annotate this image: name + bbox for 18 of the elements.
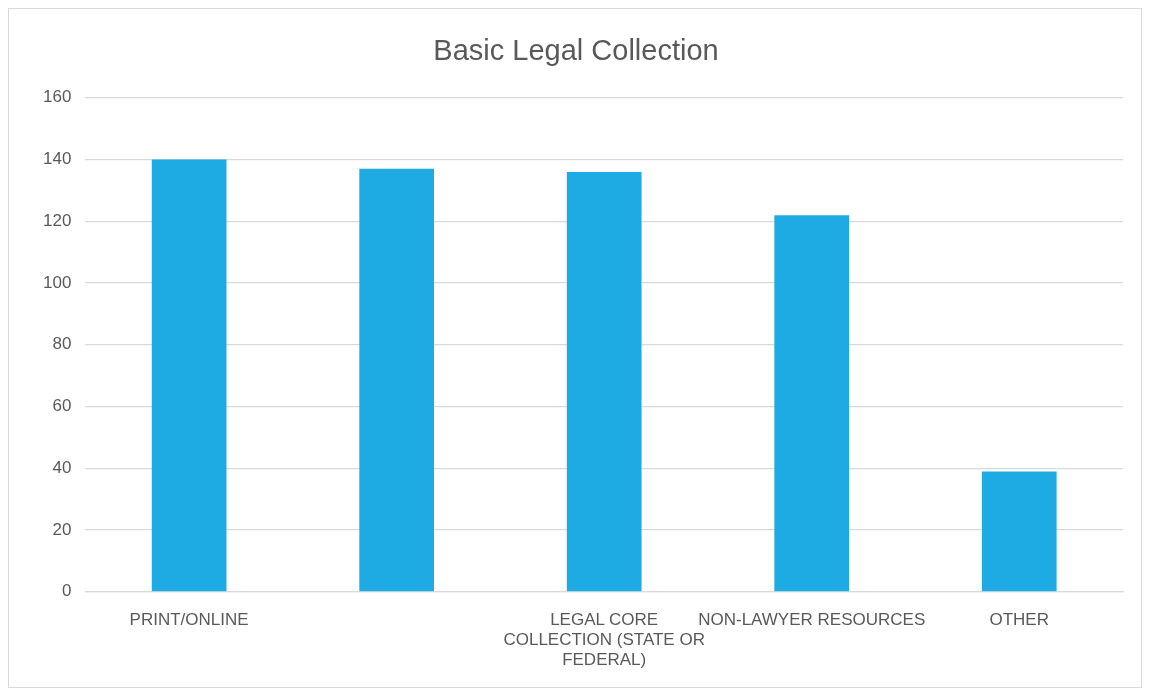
x-tick-label: PRINT/ONLINE [129, 609, 249, 629]
chart-title: Basic Legal Collection [433, 34, 719, 67]
y-tick-label: 160 [42, 87, 72, 107]
x-tick-label: OTHER [989, 609, 1049, 629]
y-tick-label: 100 [42, 272, 72, 292]
y-tick-label: 20 [52, 519, 72, 539]
y-tick-label: 120 [42, 210, 72, 230]
y-tick-label: 0 [61, 581, 72, 601]
x-tick-label: NON-LAWYER RESOURCES [698, 609, 926, 629]
y-tick-label: 60 [52, 396, 72, 416]
y-tick-label: 140 [42, 149, 72, 169]
bar [981, 471, 1057, 592]
bar [566, 171, 642, 592]
bar [774, 215, 850, 592]
bar [359, 168, 435, 592]
y-tick-label: 80 [52, 334, 72, 354]
bar [151, 159, 227, 592]
y-tick-label: 40 [52, 457, 72, 477]
